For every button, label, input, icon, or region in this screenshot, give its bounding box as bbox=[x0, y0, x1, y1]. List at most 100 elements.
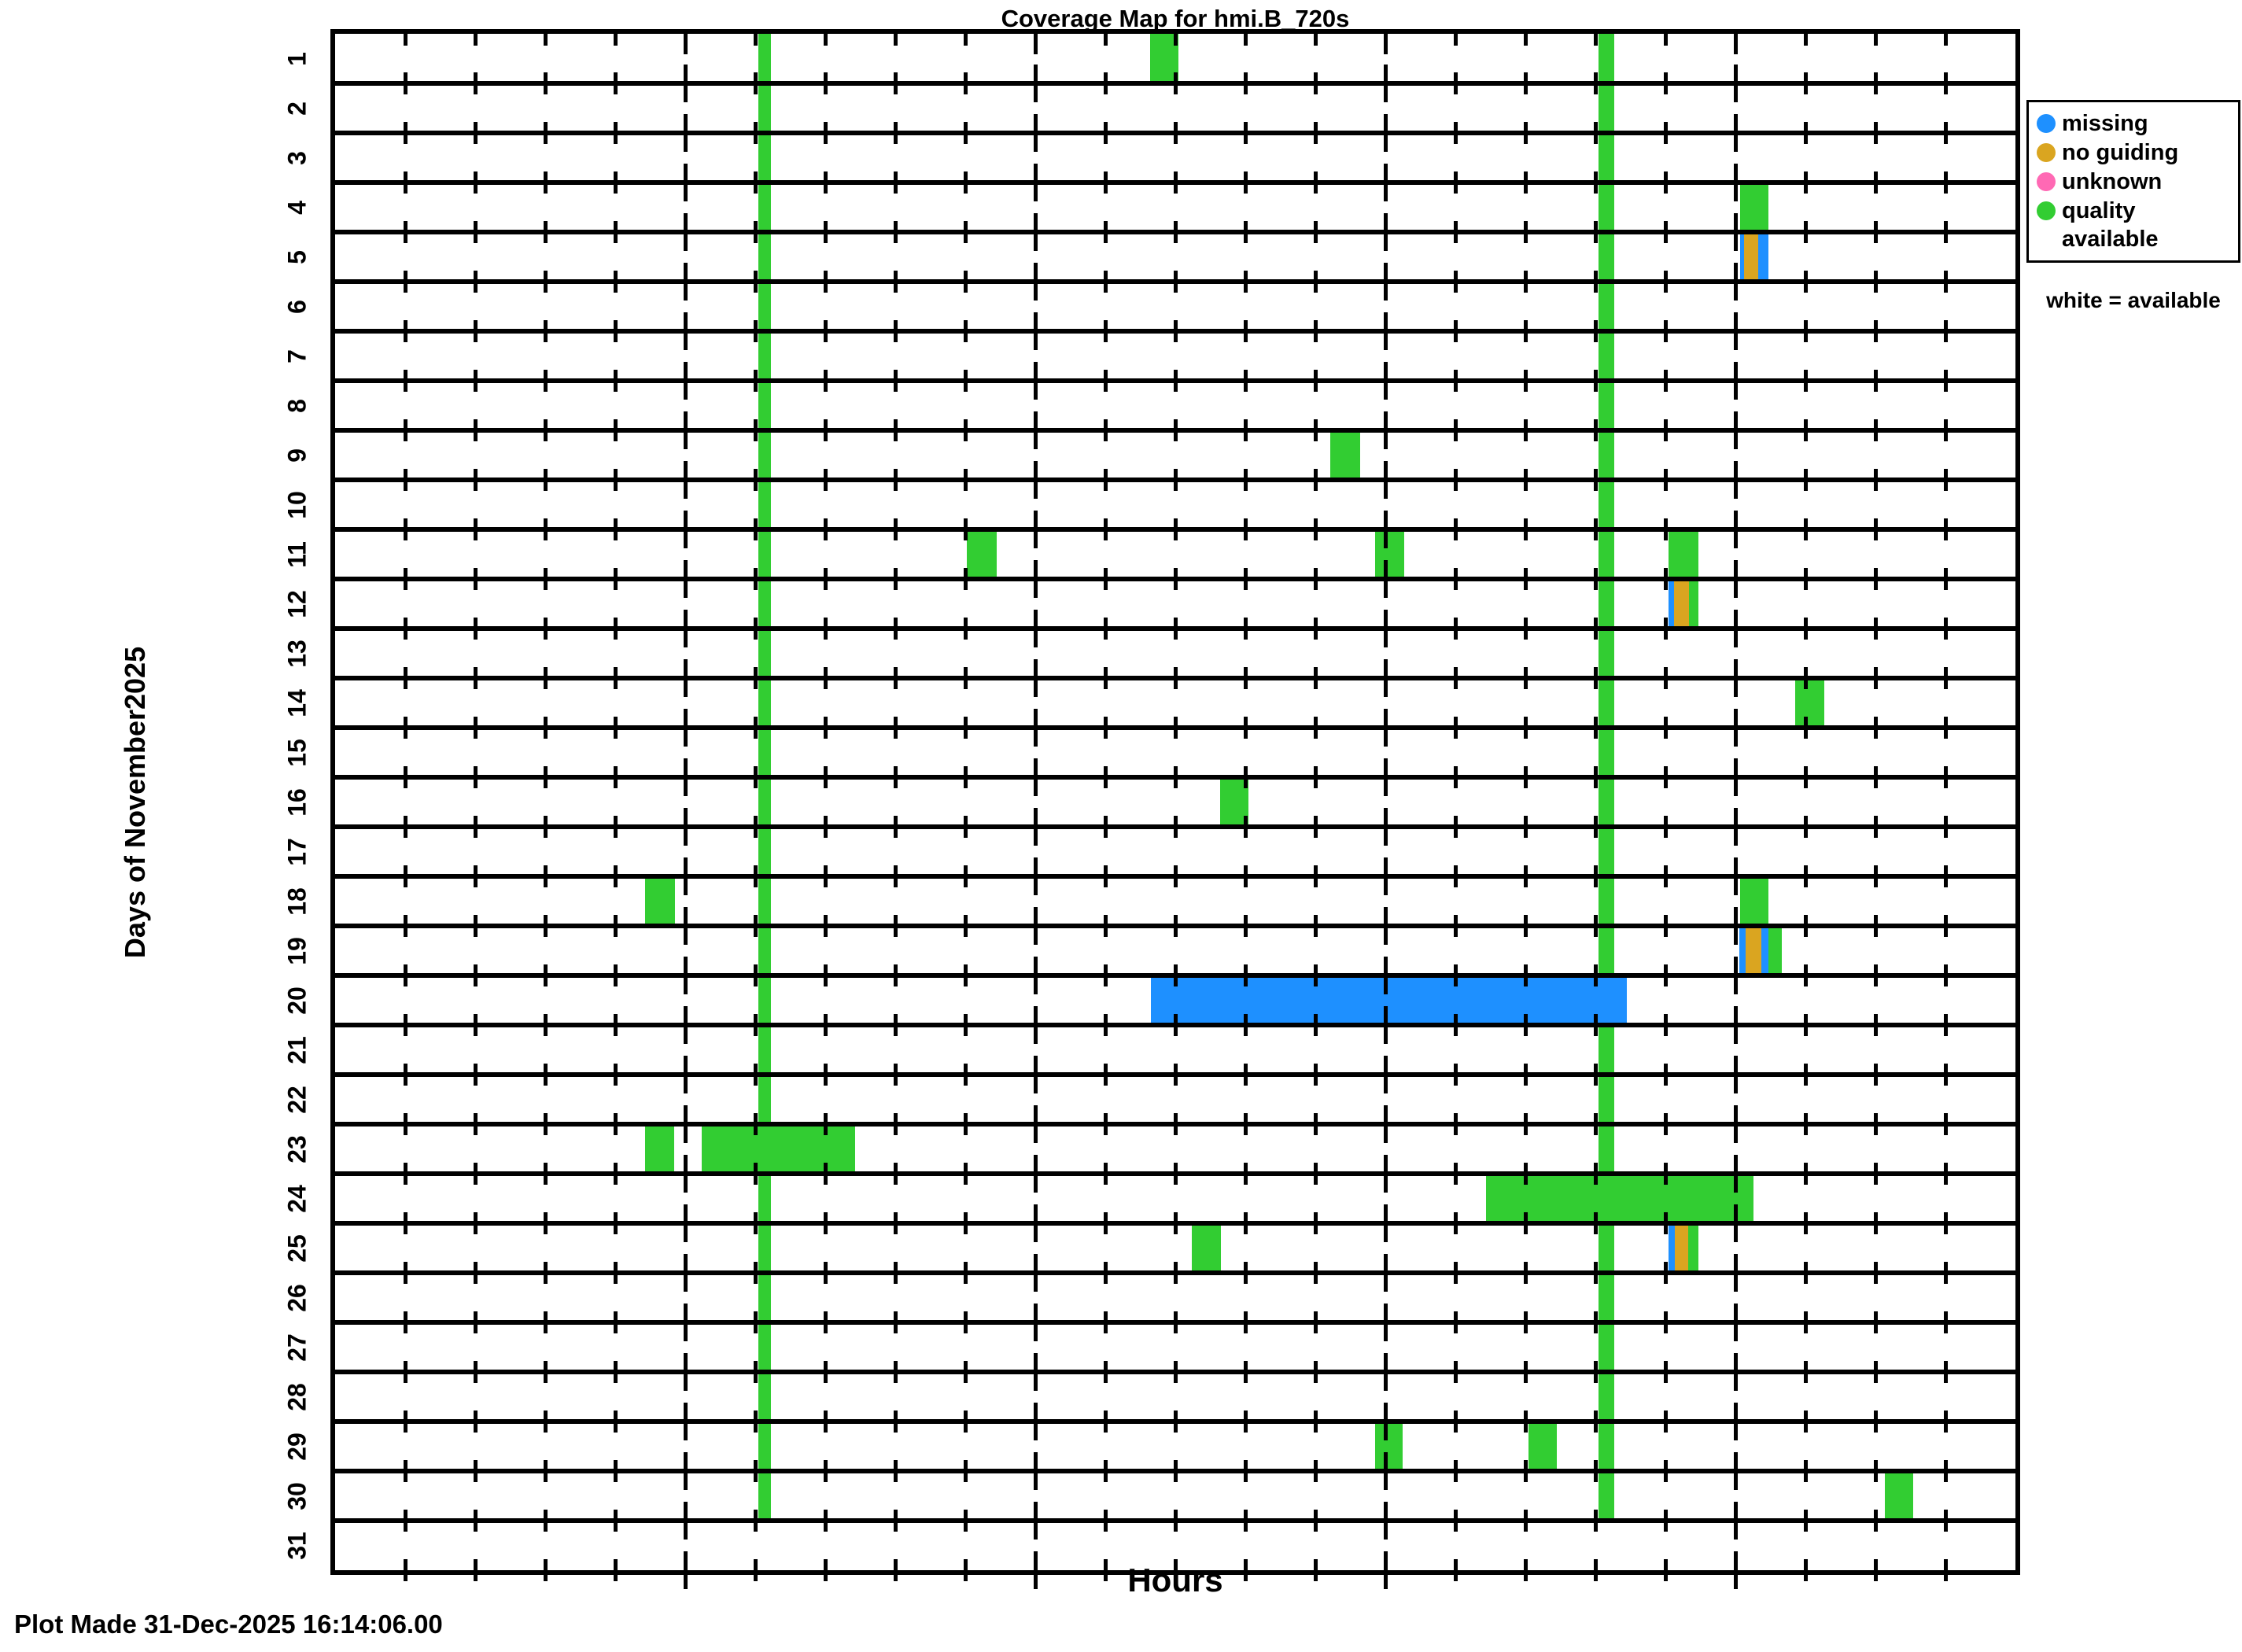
major-hour-tick bbox=[1733, 312, 1738, 350]
major-hour-tick bbox=[1383, 1502, 1388, 1540]
minor-hour-tick bbox=[753, 717, 758, 739]
legend-note: white = available bbox=[2046, 288, 2221, 312]
minor-hour-tick bbox=[1663, 72, 1668, 94]
major-hour-tick bbox=[1733, 263, 1738, 301]
major-hour-tick bbox=[1383, 65, 1388, 102]
minor-hour-tick bbox=[1453, 469, 1458, 491]
minor-hour-tick bbox=[1663, 865, 1668, 887]
minor-hour-tick bbox=[1663, 1014, 1668, 1036]
minor-hour-tick bbox=[473, 1262, 478, 1284]
minor-hour-tick bbox=[1103, 1460, 1108, 1482]
minor-hour-tick bbox=[1313, 221, 1318, 243]
major-hour-tick bbox=[1033, 610, 1038, 647]
minor-hour-tick bbox=[1803, 1064, 1808, 1086]
minor-hour-tick bbox=[963, 865, 968, 887]
minor-hour-tick bbox=[613, 1212, 618, 1234]
minor-hour-tick bbox=[403, 1311, 407, 1333]
day-label: 1 bbox=[282, 51, 312, 66]
minor-hour-tick bbox=[963, 122, 968, 144]
minor-hour-tick bbox=[1873, 518, 1878, 540]
minor-hour-tick bbox=[1173, 964, 1178, 986]
day-label: 19 bbox=[282, 936, 312, 965]
minor-hour-tick bbox=[1663, 1064, 1668, 1086]
minor-hour-tick bbox=[1593, 171, 1598, 194]
minor-hour-tick bbox=[1873, 221, 1878, 243]
major-hour-tick bbox=[1033, 114, 1038, 152]
minor-hour-tick bbox=[753, 320, 758, 342]
minor-hour-tick bbox=[1173, 370, 1178, 392]
minor-hour-tick bbox=[1313, 1014, 1318, 1036]
minor-hour-tick bbox=[963, 370, 968, 392]
minor-hour-tick bbox=[1663, 370, 1668, 392]
minor-hour-tick bbox=[403, 1460, 407, 1482]
major-hour-tick bbox=[683, 34, 688, 54]
minor-hour-tick bbox=[1803, 271, 1808, 293]
minor-hour-tick bbox=[1663, 717, 1668, 739]
day-label: 6 bbox=[282, 299, 312, 314]
minor-hour-tick bbox=[753, 1311, 758, 1333]
minor-hour-tick bbox=[1593, 717, 1598, 739]
legend-item-quality-available: quality available bbox=[2035, 197, 2233, 253]
minor-hour-tick bbox=[1313, 1212, 1318, 1234]
legend-label-no-guiding: no guiding bbox=[2062, 140, 2179, 165]
minor-hour-tick bbox=[1943, 1460, 1948, 1482]
minor-hour-tick bbox=[1873, 717, 1878, 739]
minor-hour-tick bbox=[1173, 1510, 1178, 1532]
minor-hour-tick bbox=[1873, 667, 1878, 689]
minor-hour-tick bbox=[1313, 271, 1318, 293]
major-hour-tick bbox=[1383, 560, 1388, 598]
minor-hour-tick bbox=[1593, 1163, 1598, 1185]
minor-hour-tick bbox=[1803, 766, 1808, 788]
major-hour-tick bbox=[1733, 1006, 1738, 1044]
major-hour-tick bbox=[1033, 1353, 1038, 1391]
minor-hour-tick bbox=[1243, 1460, 1248, 1482]
minor-hour-tick bbox=[893, 816, 898, 838]
minor-hour-tick bbox=[613, 1014, 618, 1036]
minor-hour-tick bbox=[1873, 1410, 1878, 1433]
minor-hour-tick bbox=[1593, 816, 1598, 838]
major-hour-tick bbox=[1033, 1254, 1038, 1292]
minor-hour-tick bbox=[1593, 221, 1598, 243]
coverage-segment bbox=[1192, 1223, 1221, 1273]
minor-hour-tick bbox=[1523, 1014, 1528, 1036]
minor-hour-tick bbox=[823, 717, 828, 739]
minor-hour-tick bbox=[613, 1113, 618, 1135]
major-hour-tick bbox=[1733, 362, 1738, 400]
minor-hour-tick bbox=[1803, 370, 1808, 392]
day-label: 28 bbox=[282, 1382, 312, 1411]
major-hour-tick bbox=[1733, 957, 1738, 994]
minor-hour-tick bbox=[1453, 1410, 1458, 1433]
minor-hour-tick bbox=[823, 1311, 828, 1333]
minor-hour-tick bbox=[823, 370, 828, 392]
minor-hour-tick bbox=[1243, 370, 1248, 392]
minor-hour-tick bbox=[1313, 1410, 1318, 1433]
minor-hour-tick bbox=[1453, 419, 1458, 441]
minor-hour-tick bbox=[1453, 865, 1458, 887]
minor-hour-tick bbox=[473, 221, 478, 243]
minor-hour-tick bbox=[1243, 1262, 1248, 1284]
minor-hour-tick bbox=[1453, 1262, 1458, 1284]
minor-hour-tick bbox=[1243, 271, 1248, 293]
minor-hour-tick bbox=[1943, 1113, 1948, 1135]
minor-hour-tick bbox=[1593, 72, 1598, 94]
minor-hour-tick bbox=[1453, 766, 1458, 788]
minor-hour-tick bbox=[893, 964, 898, 986]
major-hour-tick bbox=[683, 709, 688, 747]
major-hour-tick bbox=[1383, 411, 1388, 449]
minor-hour-tick bbox=[1103, 1410, 1108, 1433]
major-hour-tick bbox=[1733, 1452, 1738, 1490]
minor-hour-tick bbox=[1313, 171, 1318, 194]
minor-hour-tick bbox=[1173, 1163, 1178, 1185]
coverage-segment bbox=[1746, 926, 1761, 975]
major-hour-tick bbox=[1033, 1056, 1038, 1093]
minor-hour-tick bbox=[403, 915, 407, 937]
major-hour-tick bbox=[1383, 1105, 1388, 1143]
minor-hour-tick bbox=[893, 34, 898, 46]
minor-hour-tick bbox=[1103, 667, 1108, 689]
minor-hour-tick bbox=[1173, 320, 1178, 342]
minor-hour-tick bbox=[1943, 1510, 1948, 1532]
minor-hour-tick bbox=[753, 568, 758, 590]
minor-hour-tick bbox=[613, 618, 618, 640]
minor-hour-tick bbox=[1103, 469, 1108, 491]
minor-hour-tick bbox=[1103, 171, 1108, 194]
